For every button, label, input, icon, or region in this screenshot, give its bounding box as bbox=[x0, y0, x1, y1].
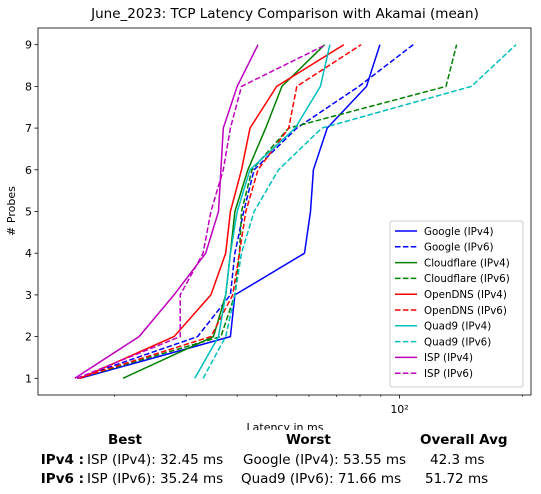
series-line-9 bbox=[76, 44, 327, 379]
plot-area bbox=[74, 44, 517, 380]
stats-row-ipv6-label: IPv6 : bbox=[40, 471, 84, 487]
stats-row-ipv4-label: IPv4 : bbox=[40, 452, 84, 468]
legend-label-3: Cloudflare (IPv6) bbox=[424, 273, 510, 285]
series-line-8 bbox=[74, 44, 259, 379]
legend-label-6: Quad9 (IPv4) bbox=[424, 321, 491, 333]
y-tick-label-1: 2 bbox=[25, 331, 32, 344]
legend-label-1: Google (IPv6) bbox=[424, 242, 494, 254]
legend-label-4: OpenDNS (IPv4) bbox=[424, 289, 507, 301]
legend-label-7: Quad9 (IPv6) bbox=[424, 336, 491, 348]
legend-label-9: ISP (IPv6) bbox=[424, 368, 473, 380]
legend-label-5: OpenDNS (IPv6) bbox=[424, 305, 507, 317]
series-line-5 bbox=[77, 44, 362, 380]
series-line-0 bbox=[79, 44, 381, 380]
series-line-7 bbox=[202, 44, 517, 379]
y-tick-label-8: 9 bbox=[25, 39, 32, 52]
series-line-6 bbox=[194, 44, 331, 379]
stats-header-avg: Overall Avg bbox=[420, 432, 508, 448]
axes: 1 2 3 4 5 6 7 8 9 10² bbox=[25, 39, 523, 416]
legend-box bbox=[389, 220, 524, 388]
stats-row-ipv4-best: ISP (IPv4): 32.45 ms bbox=[87, 452, 224, 468]
series-line-3 bbox=[77, 44, 458, 380]
stats-header-worst: Worst bbox=[286, 432, 331, 448]
stats-row-ipv6-avg: 51.72 ms bbox=[425, 471, 489, 487]
stats-row-ipv4-avg: 42.3 ms bbox=[430, 452, 485, 468]
legend-label-2: Cloudflare (IPv4) bbox=[424, 257, 510, 269]
y-tick-label-6: 7 bbox=[25, 122, 32, 135]
x-axis-label: Latency in ms bbox=[247, 421, 324, 430]
stats-row-ipv6-worst: Quad9 (IPv6): 71.66 ms bbox=[241, 471, 402, 487]
chart-title: June_2023: TCP Latency Comparison with A… bbox=[90, 6, 479, 22]
y-tick-label-4: 5 bbox=[25, 206, 32, 219]
y-tick-label-2: 3 bbox=[25, 289, 32, 302]
legend-label-8: ISP (IPv4) bbox=[424, 352, 473, 364]
y-tick-label-3: 4 bbox=[25, 247, 32, 260]
series-line-4 bbox=[79, 44, 345, 379]
stats-header-best: Best bbox=[108, 432, 142, 448]
stats-row-ipv6-best: ISP (IPv6): 35.24 ms bbox=[87, 471, 224, 487]
series-line-2 bbox=[122, 44, 326, 379]
y-tick-label-7: 8 bbox=[25, 80, 32, 93]
y-tick-label-5: 6 bbox=[25, 164, 32, 177]
chart: June_2023: TCP Latency Comparison with A… bbox=[5, 6, 532, 430]
legend: Google (IPv4) Google (IPv6) Cloudflare (IP… bbox=[389, 220, 524, 388]
series-line-1 bbox=[76, 44, 414, 380]
stats-table: Best Worst Overall Avg IPv4 : ISP (IPv4)… bbox=[0, 432, 541, 492]
stats-row-ipv4-worst: Google (IPv4): 53.55 ms bbox=[243, 452, 407, 468]
legend-label-0: Google (IPv4) bbox=[424, 226, 494, 238]
y-axis-label: # Probes bbox=[5, 186, 18, 236]
y-tick-label-0: 1 bbox=[25, 372, 32, 385]
x-tick-label-0: 10² bbox=[390, 403, 408, 416]
